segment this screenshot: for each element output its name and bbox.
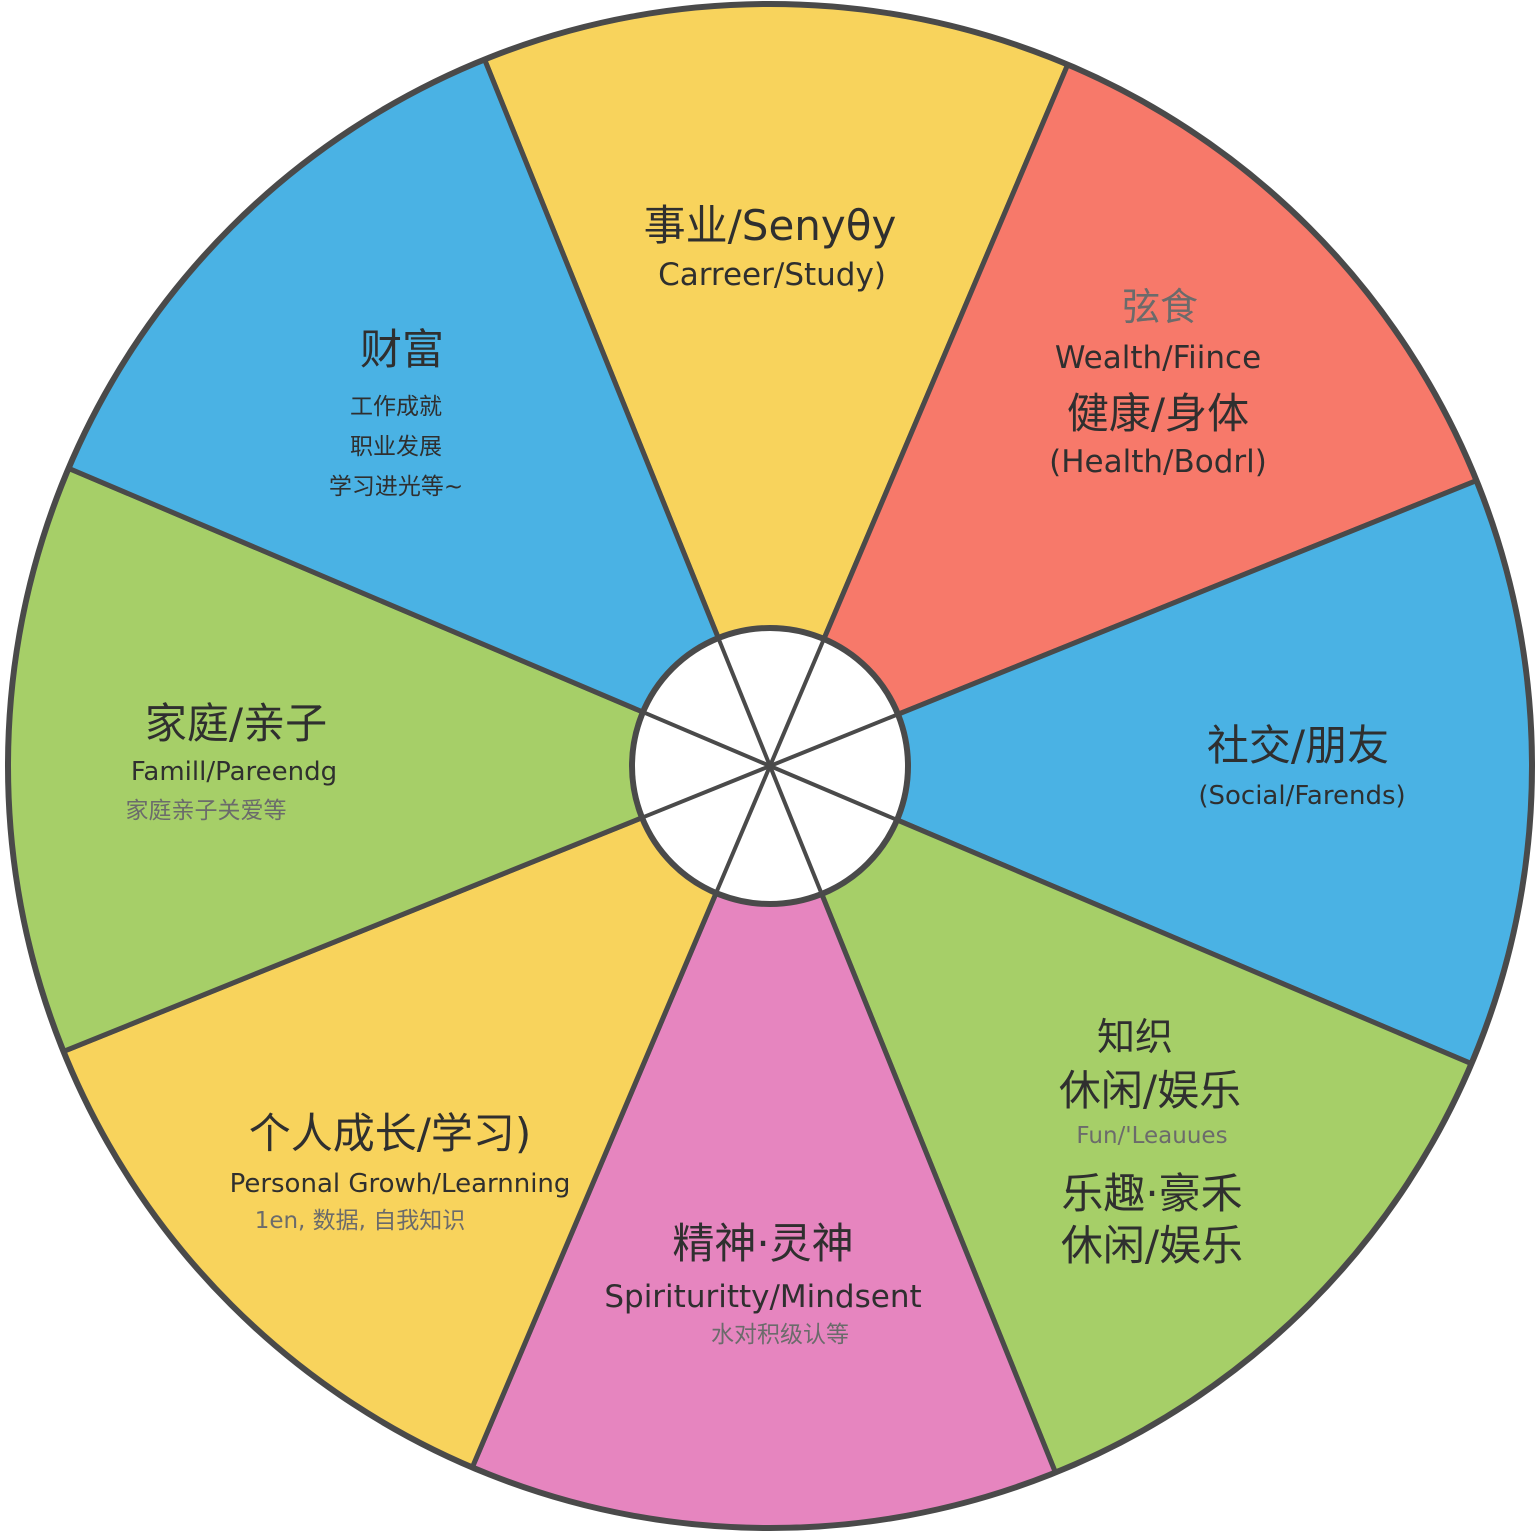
- segment-label-fun: 知织 休闲/娱乐 Fun/'Leauues 乐趣·豪禾 休闲/娱乐: [1059, 1015, 1243, 1270]
- spirituality-subtitle: Spirituritty/Mindsent: [604, 1279, 921, 1315]
- segment-label-social: 社交/朋友 (Social/Farends): [1198, 721, 1405, 811]
- career-title: 事业/Senyθy: [644, 201, 897, 250]
- health-title: 健康/身体: [1067, 389, 1249, 438]
- family-note: 家庭亲子关爱等: [126, 798, 287, 824]
- fun-line-5: 休闲/娱乐: [1061, 1221, 1243, 1270]
- hub-spoke: [641, 764, 771, 820]
- spirituality-note: 水对积级认等: [711, 1322, 849, 1348]
- health-line-1: 弦食: [1122, 285, 1198, 329]
- wealth-line-4: 学习进光等~: [329, 474, 463, 500]
- wheel-wedges: [5, 1, 1535, 1531]
- segment-label-wealth: 财富 工作成就 职业发展 学习进光等~: [329, 325, 463, 500]
- fun-line-4: 乐趣·豪禾: [1061, 1169, 1242, 1218]
- growth-subtitle: Personal Growh/Learnning: [230, 1169, 571, 1199]
- segment-label-growth: 个人成长/学习) Personal Growh/Learnning 1en, 数…: [230, 1109, 571, 1234]
- wheel-hub: [629, 625, 911, 907]
- segment-label-family: 家庭/亲子 Famill/Pareendg 家庭亲子关爱等: [126, 699, 338, 824]
- career-subtitle: Carreer/Study): [658, 257, 886, 293]
- fun-subtitle: Fun/'Leauues: [1076, 1123, 1227, 1149]
- fun-line-1: 知织: [1097, 1015, 1173, 1059]
- hub-spoke: [716, 637, 772, 767]
- hub-spoke: [769, 712, 899, 768]
- segment-label-health: 弦食 Wealth/Fiince 健康/身体 (Health/Bodrl): [1049, 285, 1267, 480]
- hub-spoke: [768, 638, 826, 767]
- family-subtitle: Famill/Pareendg: [131, 757, 337, 787]
- health-subtitle: (Health/Bodrl): [1049, 444, 1267, 480]
- hub-spoke: [768, 765, 824, 895]
- hub-spoke: [769, 764, 898, 822]
- hub-spoke: [642, 710, 771, 768]
- hub-spoke: [714, 765, 772, 894]
- growth-note: 1en, 数据, 自我知识: [255, 1208, 466, 1234]
- wealth-title: 财富: [360, 325, 444, 374]
- watermark-logo: 豆包AI: [1379, 1447, 1490, 1487]
- family-title: 家庭/亲子: [145, 699, 327, 748]
- social-title: 社交/朋友: [1207, 721, 1389, 770]
- segment-label-spirituality: 精神·灵神 Spirituritty/Mindsent 水对积级认等: [604, 1219, 921, 1348]
- growth-title: 个人成长/学习): [249, 1109, 532, 1158]
- wheel-outer-ring: [5, 1, 1535, 1531]
- wealth-line-3: 职业发展: [350, 434, 442, 460]
- segment-label-career: 事业/Senyθy Carreer/Study): [644, 201, 897, 293]
- fun-title: 休闲/娱乐: [1059, 1066, 1241, 1115]
- wealth-line-2: 工作成就: [350, 394, 442, 420]
- social-subtitle: (Social/Farends): [1198, 781, 1405, 811]
- spirituality-title: 精神·灵神: [672, 1219, 853, 1268]
- health-line-2: Wealth/Fiince: [1055, 340, 1261, 376]
